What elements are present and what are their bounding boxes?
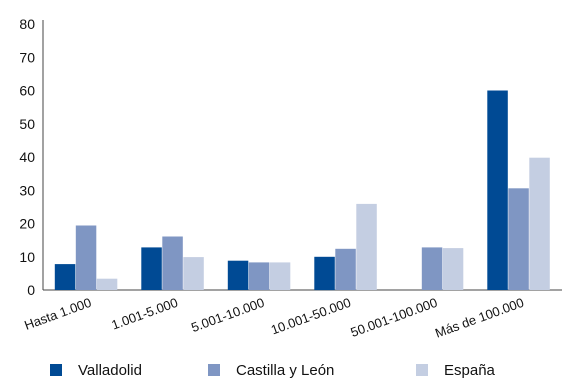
bar-espa-a-5 [529,157,550,290]
bar-valladolid-1 [141,247,162,290]
y-tick-label: 30 [19,182,35,198]
legend-swatch [50,364,62,376]
bar-castilla-y-le-n-4 [421,247,443,290]
bar-valladolid-3 [314,256,335,291]
y-tick-label: 10 [19,249,35,265]
legend-label: Valladolid [78,362,142,379]
bar-espa-a-4 [442,248,464,290]
bar-espa-a-3 [356,203,377,290]
x-tick-label: Hasta 1.000 [22,295,93,333]
y-tick-label: 50 [19,116,35,132]
bar-castilla-y-le-n-3 [335,248,356,290]
bar-valladolid-0 [54,264,76,290]
bar-castilla-y-le-n-0 [75,225,97,290]
x-tick-label: 10.001-50.000 [269,295,353,338]
bar-castilla-y-le-n-1 [162,236,183,290]
bar-castilla-y-le-n-2 [248,262,270,290]
bar-castilla-y-le-n-5 [508,188,529,290]
y-tick-label: 70 [19,49,35,65]
y-tick-label: 60 [19,83,35,99]
legend-swatch [208,364,220,376]
y-tick-label: 20 [19,216,35,232]
legend-swatch [416,364,428,376]
x-tick-label: 1.001-5.000 [109,295,179,333]
x-tick-label: Más de 100.000 [433,295,526,341]
legend-label: Castilla y León [236,362,334,379]
y-tick-label: 0 [27,282,35,298]
x-tick-label: 50.001-100.000 [349,295,440,340]
bar-espa-a-1 [183,257,204,290]
bar-valladolid-5 [487,90,508,290]
legend-label: España [444,362,496,379]
bar-valladolid-2 [227,260,249,290]
y-tick-label: 40 [19,149,35,165]
x-tick-label: 5.001-10.000 [189,295,266,335]
bar-espa-a-2 [269,262,291,290]
bar-espa-a-0 [96,278,118,290]
y-tick-label: 80 [19,16,35,32]
